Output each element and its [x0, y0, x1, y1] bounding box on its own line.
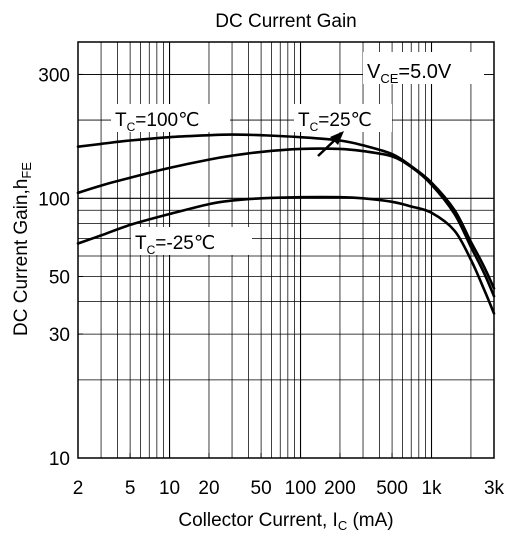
- x-tick-label: 10: [159, 478, 180, 499]
- x-tick-label: 1k: [421, 478, 442, 499]
- y-axis-title-sub: FE: [19, 162, 34, 179]
- y-tick-label: 300: [38, 65, 70, 86]
- annotation-vce: VCE=5.0V: [367, 61, 452, 86]
- x-tick-label: 100: [285, 478, 317, 499]
- y-tick-label: 10: [49, 449, 70, 470]
- x-tick-label: 5: [125, 478, 136, 499]
- x-tick-label: 3k: [484, 478, 505, 499]
- x-axis-title-main: Collector Current, I: [178, 510, 337, 531]
- series-layer: [76, 133, 496, 315]
- x-tick-label: 50: [251, 478, 272, 499]
- annotation-arrowhead: [330, 131, 344, 145]
- x-tick-label: 2: [73, 478, 84, 499]
- annotation-arrow: [317, 137, 338, 157]
- label-layer: VCE=5.0V TC=100℃ TC=25℃ TC=-25℃: [111, 52, 484, 257]
- y-axis-title: DC Current Gain,hFE: [11, 162, 34, 336]
- ticks-layer: 2 5 10 20 50 100 200 500 1k 3k 10 30 50 100 300: [38, 65, 504, 499]
- series-line-1: [76, 133, 496, 290]
- x-tick-label: 20: [198, 478, 219, 499]
- annotation-tc-25: TC=25℃: [298, 110, 372, 134]
- series-line-2: [76, 147, 496, 298]
- y-tick-label: 30: [49, 325, 70, 346]
- x-axis-title: Collector Current, IC (mA): [178, 510, 393, 533]
- y-axis-title-main: DC Current Gain,h: [11, 179, 32, 336]
- x-tick-label: 500: [376, 478, 408, 499]
- annotation-tc-minus25: TC=-25℃: [135, 233, 215, 257]
- x-tick-label: 200: [324, 478, 356, 499]
- y-tick-label: 100: [38, 189, 70, 210]
- plot-frame: [77, 41, 495, 459]
- x-axis-title-unit: (mA): [347, 510, 393, 531]
- annotation-tc-100-bg: [111, 104, 230, 132]
- y-tick-label: 50: [49, 268, 70, 289]
- annotation-vce-bg: [363, 52, 484, 84]
- series-line-3: [76, 195, 496, 315]
- annotation-tc-100: TC=100℃: [115, 110, 199, 134]
- annotation-tc-minus25-bg: [131, 227, 252, 255]
- x-axis-title-sub: C: [338, 518, 347, 533]
- annotation-tc-25-bg: [294, 104, 392, 132]
- chart-title: DC Current Gain: [215, 11, 357, 32]
